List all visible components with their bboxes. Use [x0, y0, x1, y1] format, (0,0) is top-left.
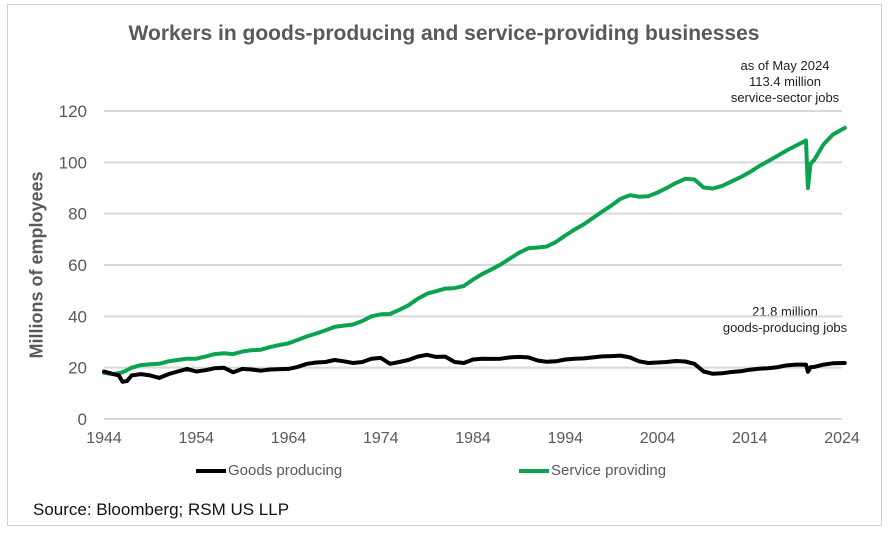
legend-swatch-goods [196, 468, 226, 473]
y-tick-label: 120 [59, 102, 87, 121]
service-annotation-line: as of May 2024 [740, 58, 830, 73]
service-annotation-line: service-sector jobs [730, 90, 840, 105]
chart-title: Workers in goods-producing and service-p… [128, 22, 760, 45]
service-annotation: as of May 2024 113.4 million service-sec… [700, 58, 870, 106]
y-tick-label: 0 [78, 410, 87, 429]
y-tick-label: 100 [59, 153, 87, 172]
goods-annotation-line: 21.8 million [752, 304, 818, 319]
x-tick-label: 1964 [271, 430, 307, 447]
x-tick-label: 2004 [640, 430, 676, 447]
x-tick-label: 1944 [86, 430, 122, 447]
series-line-goods-producing [102, 352, 847, 384]
legend-item-goods: Goods producing [196, 462, 342, 479]
legend-item-service: Service providing [519, 462, 666, 479]
y-tick-label: 80 [68, 205, 87, 224]
y-tick-label: 60 [68, 256, 87, 275]
goods-annotation: 21.8 million goods-producing jobs [700, 304, 870, 336]
y-tick-label: 20 [68, 359, 87, 378]
legend-label-goods: Goods producing [228, 462, 343, 479]
x-tick-label: 1994 [547, 430, 583, 447]
legend-swatch-service [519, 468, 549, 473]
x-tick-label: 1984 [455, 430, 491, 447]
x-tick-label: 2014 [732, 430, 768, 447]
x-tick-label: 1954 [178, 430, 214, 447]
source-note: Source: Bloomberg; RSM US LLP [33, 500, 290, 519]
y-tick-label: 40 [68, 307, 87, 326]
x-tick-label: 1974 [363, 430, 399, 447]
x-tick-label: 2024 [824, 430, 860, 447]
series-line-service-providing [102, 125, 847, 377]
legend-label-service: Service providing [551, 462, 667, 479]
goods-annotation-line: goods-producing jobs [722, 320, 848, 335]
service-annotation-line: 113.4 million [748, 74, 822, 89]
